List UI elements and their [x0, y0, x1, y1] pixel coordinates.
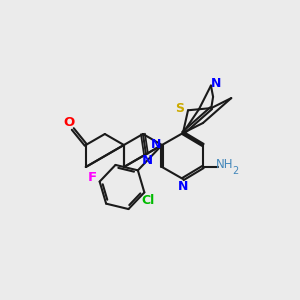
Text: N: N: [141, 154, 152, 167]
Text: S: S: [176, 102, 184, 115]
Text: N: N: [211, 77, 221, 90]
Text: O: O: [63, 116, 74, 128]
Text: F: F: [88, 171, 97, 184]
Text: Cl: Cl: [142, 194, 155, 207]
Text: 2: 2: [232, 166, 238, 176]
Text: N: N: [151, 139, 161, 152]
Text: N: N: [178, 179, 188, 193]
Text: NH: NH: [216, 158, 234, 172]
